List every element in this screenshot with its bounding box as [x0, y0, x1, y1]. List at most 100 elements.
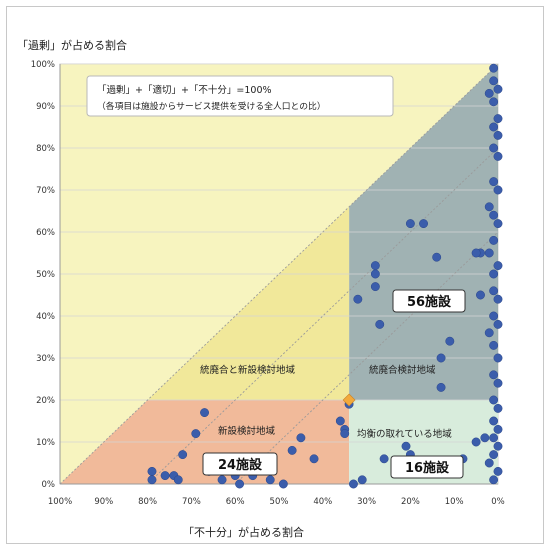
data-point [484, 248, 494, 258]
data-point [489, 210, 499, 220]
data-point [375, 319, 385, 329]
data-point [405, 219, 415, 229]
chart-frame: 「過剰」が占める割合 0% 10% 20% 30% 40% 50% 60% 70% 80% 90%… [6, 6, 544, 544]
formula-line1: 「過剰」+「適切」+「不十分」=100% [97, 84, 272, 96]
data-point [484, 328, 494, 338]
region-label-consolidation-new: 統廃合と新設検討地域 [200, 364, 296, 376]
data-point [445, 336, 455, 346]
y-tick-label: 80% [36, 144, 55, 154]
data-point [493, 424, 503, 434]
data-point [493, 294, 503, 304]
x-tick-label: 100% [48, 497, 72, 507]
data-point [489, 450, 499, 460]
data-point [489, 416, 499, 426]
data-point [489, 286, 499, 296]
data-point [191, 429, 201, 439]
data-point [173, 475, 183, 485]
data-point [278, 479, 288, 489]
data-point [265, 475, 275, 485]
data-point [484, 88, 494, 98]
x-tick-label: 40% [313, 497, 332, 507]
count-balanced-box [390, 455, 464, 479]
y-tick-label: 90% [36, 102, 55, 112]
data-point [489, 311, 499, 321]
count-consolidation-label: 56施設 [407, 294, 452, 310]
data-point [489, 143, 499, 153]
data-point [493, 353, 503, 363]
data-point [489, 433, 499, 443]
data-point [287, 445, 297, 455]
x-axis-title: 「不十分」が占める割合 [183, 526, 304, 539]
data-point [335, 416, 345, 426]
data-point [493, 441, 503, 451]
data-point [489, 97, 499, 107]
data-point [489, 475, 499, 485]
y-tick-label: 50% [36, 270, 55, 280]
data-point [493, 319, 503, 329]
data-point [493, 466, 503, 476]
data-point [349, 479, 358, 489]
data-point [484, 458, 494, 468]
data-point [147, 475, 157, 485]
data-point [419, 219, 428, 229]
x-tick-label: 80% [138, 497, 157, 507]
x-tick-label: 20% [401, 497, 420, 507]
y-tick-label: 60% [36, 228, 55, 238]
data-point [353, 294, 363, 304]
x-tick-label: 30% [357, 497, 376, 507]
data-point [493, 219, 503, 229]
x-tick-label: 60% [226, 497, 245, 507]
data-point [493, 378, 503, 388]
data-point [379, 454, 389, 464]
data-point [493, 151, 503, 161]
y-tick-label: 70% [36, 186, 55, 196]
data-point [296, 433, 306, 443]
data-point [489, 370, 499, 380]
count-new-label: 24施設 [218, 457, 263, 473]
x-tick-label: 70% [182, 497, 201, 507]
data-point [436, 382, 446, 392]
x-tick-label: 50% [270, 497, 289, 507]
data-point [200, 408, 209, 418]
data-point [493, 84, 503, 94]
region-label-balanced: 均衡の取れている地域 [357, 428, 452, 440]
diagonal-line [147, 147, 499, 485]
data-point [235, 479, 245, 489]
data-point [340, 429, 350, 439]
data-point [471, 248, 481, 258]
data-point [484, 202, 494, 212]
data-point [493, 130, 503, 140]
count-balanced-label: 16施設 [405, 460, 450, 476]
data-point [489, 340, 499, 350]
x-tick-label: 0% [491, 497, 505, 507]
scatter-chart: 0% 10% 20% 30% 40% 50% 60% 70% 80% 90% 100% 100% 90%… [31, 60, 505, 507]
data-point [436, 353, 446, 363]
formula-line2: （各項目は施設からサービス提供を受ける全人口との比） [97, 100, 326, 112]
x-tick-label: 10% [445, 497, 464, 507]
data-point [489, 269, 499, 279]
data-point [489, 177, 499, 187]
y-tick-label: 40% [36, 312, 55, 322]
data-point [147, 466, 157, 476]
data-point [489, 63, 499, 73]
data-point [217, 475, 227, 485]
data-point [476, 290, 485, 300]
data-point [489, 76, 499, 86]
y-tick-label: 0% [42, 480, 56, 490]
y-axis-title: 「過剰」が占める割合 [17, 39, 127, 52]
data-point [370, 269, 380, 279]
data-point [493, 261, 503, 271]
data-point [493, 403, 503, 413]
data-point [309, 454, 319, 464]
y-tick-label: 100% [31, 60, 55, 70]
formula-box [86, 75, 394, 117]
diagonal-line [59, 63, 499, 485]
data-point [471, 437, 481, 447]
data-point [480, 433, 490, 443]
y-tick-label: 20% [36, 396, 55, 406]
diagonal-line [234, 231, 499, 485]
x-tick-label: 90% [94, 497, 113, 507]
data-point [401, 441, 411, 451]
data-point [370, 282, 380, 292]
data-point [432, 252, 442, 262]
